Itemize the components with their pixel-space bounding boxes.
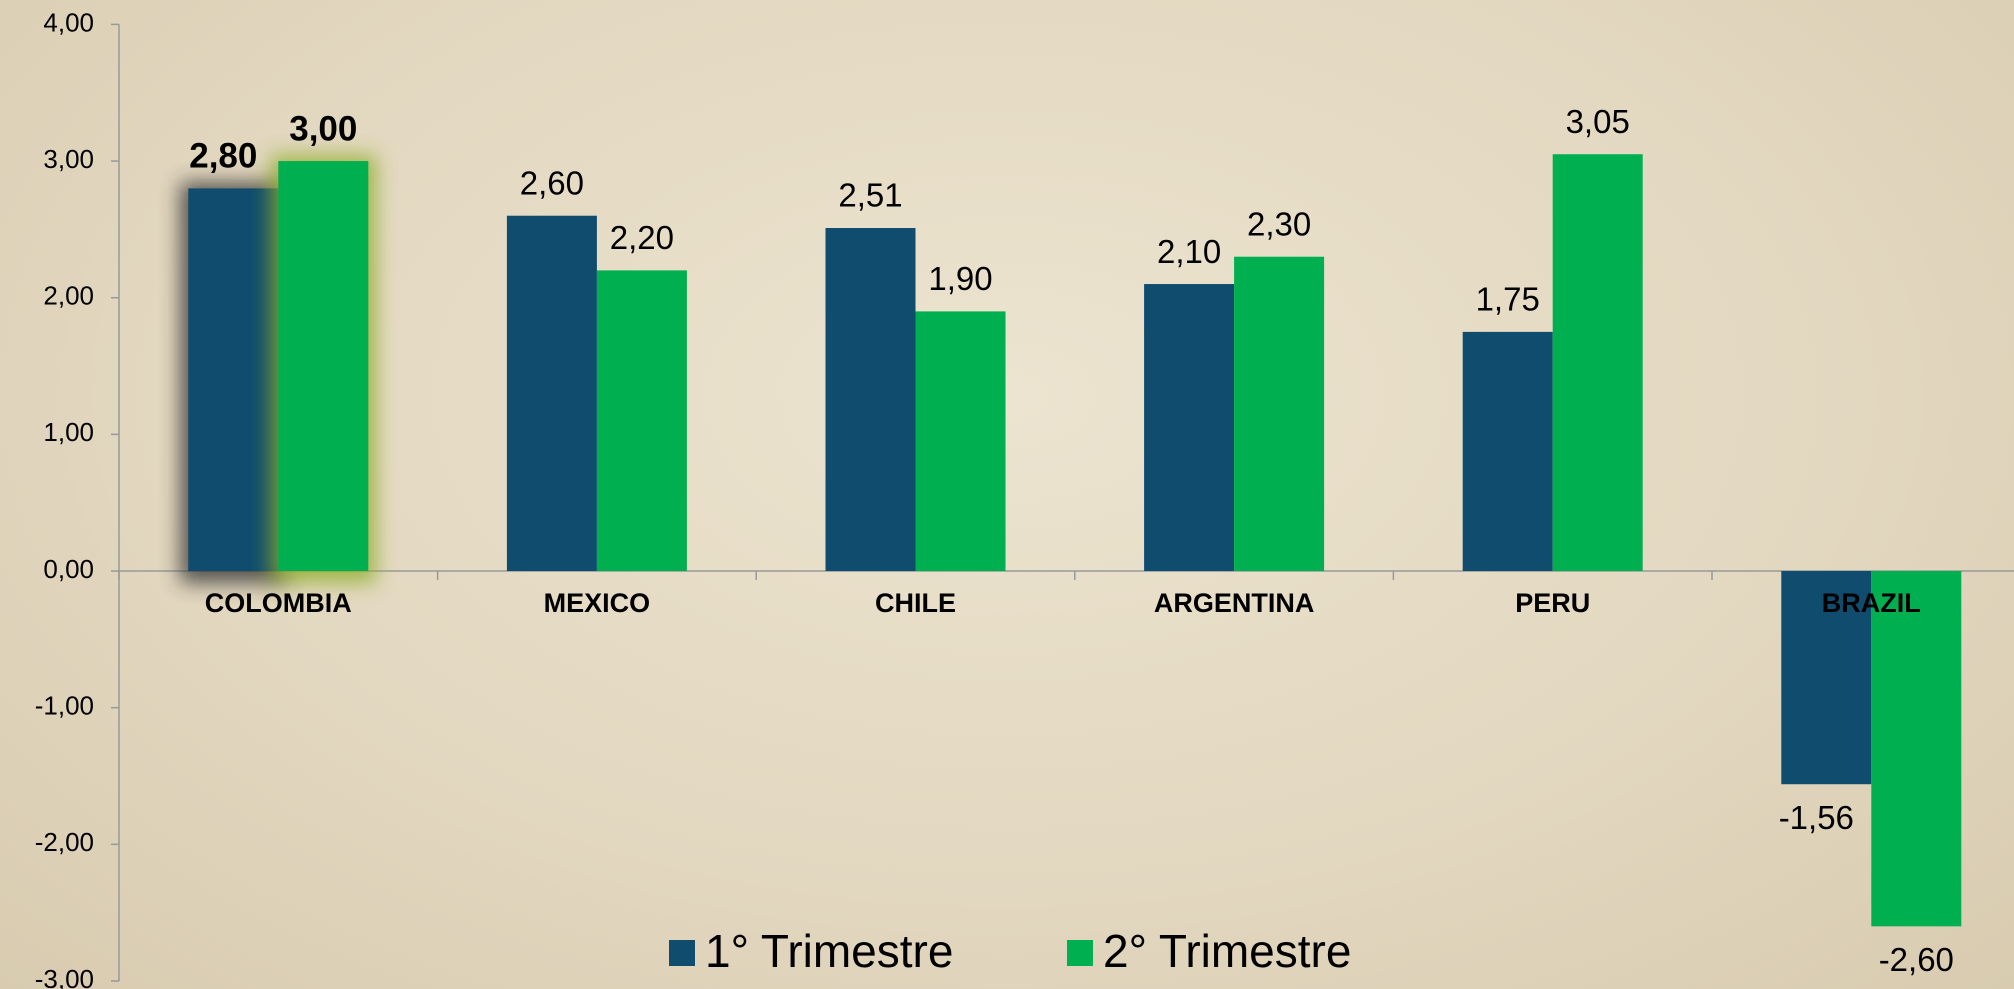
y-tick-label: -2,00 [35,827,94,857]
x-tick-label: ARGENTINA [1154,588,1315,618]
data-label: 2,30 [1247,205,1311,242]
y-tick-label: -1,00 [35,691,94,721]
bar [1462,331,1553,572]
bar [1144,284,1235,572]
bar [596,270,687,572]
y-tick-label: 1,00 [43,417,94,447]
data-label: 2,10 [1157,233,1221,270]
bar [825,228,916,572]
y-tick-label: 3,00 [43,144,94,174]
data-label: 3,00 [289,109,357,148]
bar [1871,571,1962,927]
bar [915,311,1006,572]
data-label: 1,90 [928,260,992,297]
legend-swatch [1067,940,1093,966]
data-label: -2,60 [1879,941,1954,978]
x-tick-label: MEXICO [544,588,651,618]
bar [278,161,369,572]
x-tick-label: BRAZIL [1822,588,1921,618]
y-tick-label: 0,00 [43,554,94,584]
bar [1781,571,1872,785]
x-tick-label: PERU [1515,588,1590,618]
bar [1552,154,1643,572]
y-tick-label: 2,00 [43,281,94,311]
data-label: 1,75 [1476,281,1540,318]
bar [188,188,279,572]
x-tick-label: COLOMBIA [205,588,352,618]
data-label: 2,60 [520,164,584,201]
data-label: 3,05 [1566,103,1630,140]
legend-label: 2° Trimestre [1103,925,1351,977]
data-label: 2,51 [838,177,902,214]
data-label: -1,56 [1779,799,1854,836]
x-tick-label: CHILE [875,588,956,618]
y-tick-label: 4,00 [43,7,94,37]
bar [506,215,597,572]
legend-swatch [669,940,695,966]
data-label: 2,80 [189,137,257,176]
y-tick-label: -3,00 [35,964,94,989]
data-label: 2,20 [610,219,674,256]
legend-label: 1° Trimestre [705,925,953,977]
bar [1234,256,1325,572]
